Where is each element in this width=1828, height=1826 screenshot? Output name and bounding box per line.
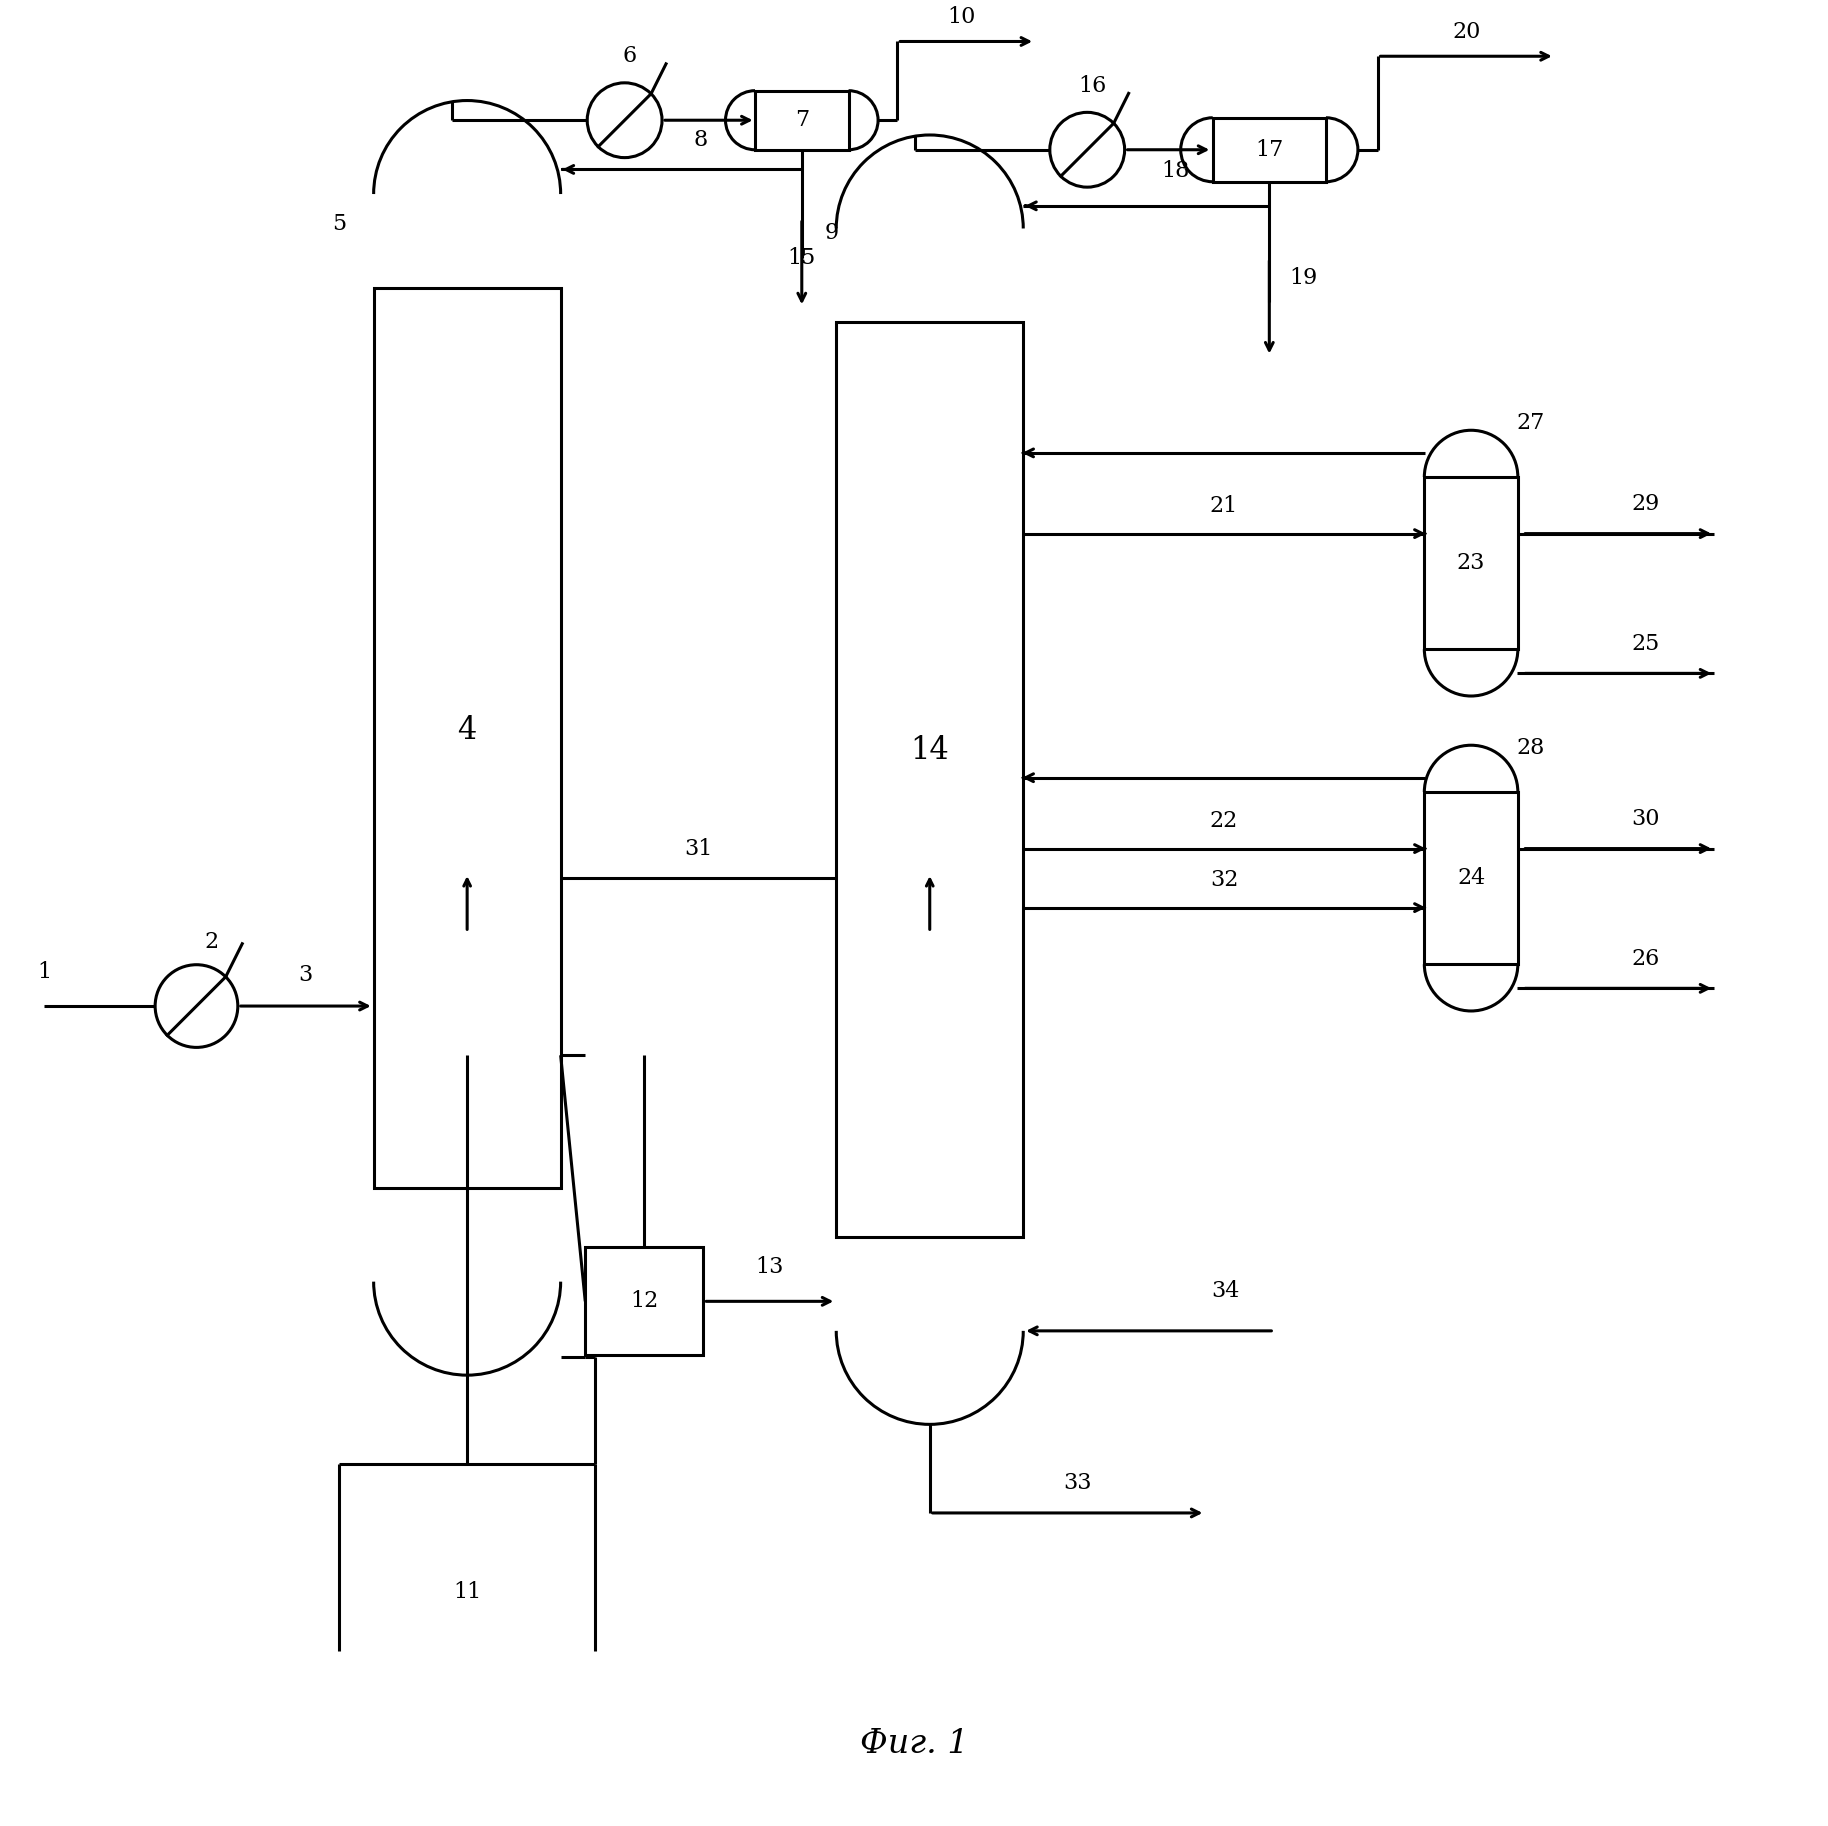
Bar bbox=[1212, 117, 1325, 183]
Text: Фиг. 1: Фиг. 1 bbox=[859, 1727, 969, 1760]
Text: 27: 27 bbox=[1515, 413, 1545, 435]
Text: 25: 25 bbox=[1631, 634, 1660, 656]
Text: 17: 17 bbox=[1256, 139, 1283, 161]
Text: 14: 14 bbox=[910, 734, 949, 765]
Text: 33: 33 bbox=[1064, 1472, 1091, 1494]
Bar bbox=[755, 91, 848, 150]
Text: 5: 5 bbox=[333, 212, 345, 234]
Bar bbox=[373, 287, 561, 1189]
Bar bbox=[1424, 792, 1517, 964]
Text: 31: 31 bbox=[684, 838, 713, 860]
Text: 19: 19 bbox=[1289, 267, 1318, 289]
Text: 9: 9 bbox=[824, 223, 839, 245]
Bar bbox=[835, 321, 1024, 1238]
Text: 26: 26 bbox=[1631, 948, 1660, 970]
Text: 22: 22 bbox=[1210, 811, 1238, 833]
Text: 7: 7 bbox=[795, 110, 808, 131]
Text: 28: 28 bbox=[1515, 738, 1545, 760]
Text: 18: 18 bbox=[1161, 161, 1190, 183]
Text: 1: 1 bbox=[37, 960, 51, 982]
Text: 16: 16 bbox=[1079, 75, 1106, 97]
Text: 12: 12 bbox=[631, 1291, 658, 1313]
Text: 32: 32 bbox=[1210, 869, 1238, 891]
Text: 3: 3 bbox=[298, 964, 313, 986]
Text: 20: 20 bbox=[1451, 20, 1481, 42]
Text: 2: 2 bbox=[205, 931, 218, 953]
Text: 15: 15 bbox=[788, 247, 815, 268]
Text: 29: 29 bbox=[1631, 493, 1660, 515]
Text: 8: 8 bbox=[693, 130, 707, 152]
Text: 13: 13 bbox=[755, 1256, 784, 1278]
Bar bbox=[585, 1247, 704, 1355]
Text: 4: 4 bbox=[457, 716, 477, 747]
Text: 23: 23 bbox=[1457, 551, 1486, 573]
Text: 24: 24 bbox=[1457, 867, 1484, 889]
Text: 10: 10 bbox=[947, 5, 976, 27]
Bar bbox=[1424, 477, 1517, 650]
Text: 21: 21 bbox=[1210, 495, 1238, 517]
Text: 11: 11 bbox=[453, 1581, 481, 1603]
Text: 34: 34 bbox=[1210, 1280, 1239, 1302]
Text: 6: 6 bbox=[623, 46, 636, 68]
Text: 30: 30 bbox=[1631, 809, 1660, 831]
